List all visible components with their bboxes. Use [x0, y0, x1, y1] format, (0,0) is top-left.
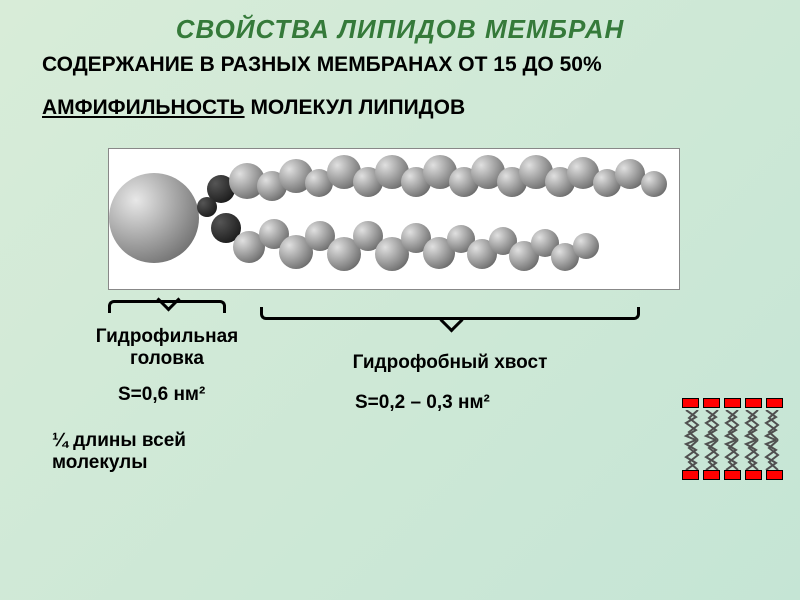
lipid-head-icon — [745, 398, 762, 408]
lipid-head-icon — [703, 398, 720, 408]
lipid-head-icon — [703, 470, 720, 480]
label-head-length-note: ¼ длины всей молекулы — [52, 430, 252, 474]
lipid-head-icon — [745, 470, 762, 480]
lipid-molecule-diagram — [108, 148, 680, 290]
lipid-tail-icon — [722, 440, 742, 470]
subtitle-content-range: СОДЕРЖАНИЕ В РАЗНЫХ МЕМБРАНАХ ОТ 15 ДО 5… — [42, 53, 602, 77]
lipid-tail-icon — [742, 440, 762, 470]
lipid-head-icon — [766, 470, 783, 480]
lipid-tail-icon — [702, 410, 722, 440]
bracket-head — [108, 300, 226, 318]
label-hydrophilic-head: Гидрофильная головка — [88, 326, 246, 370]
bracket-tail — [260, 302, 640, 320]
subtitle-amphiphilic: АМФИФИЛЬНОСТЬ МОЛЕКУЛ ЛИПИДОВ — [42, 96, 465, 120]
lipid-tail-icon — [762, 440, 782, 470]
label-head-area: S=0,6 нм² — [118, 384, 205, 406]
lipid-tail-icon — [682, 410, 702, 440]
lipid-head-icon — [766, 398, 783, 408]
lipid-tail-icon — [722, 410, 742, 440]
lipid-tail-icon — [682, 440, 702, 470]
lipid-tail-icon — [762, 410, 782, 440]
lipid-tail-icon — [702, 440, 722, 470]
lipid-head-icon — [682, 470, 699, 480]
lipid-head-icon — [724, 398, 741, 408]
lipid-tail-icon — [742, 410, 762, 440]
bilayer-schematic — [682, 398, 786, 482]
amphiphilic-word: АМФИФИЛЬНОСТЬ — [42, 96, 245, 119]
slide-title: СВОЙСТВА ЛИПИДОВ МЕМБРАН — [0, 14, 800, 45]
lipid-head-icon — [682, 398, 699, 408]
label-tail-area: S=0,2 – 0,3 нм² — [355, 392, 490, 414]
lipid-head-icon — [724, 470, 741, 480]
label-hydrophobic-tail: Гидрофобный хвост — [320, 352, 580, 374]
amphiphilic-rest: МОЛЕКУЛ ЛИПИДОВ — [250, 96, 465, 119]
